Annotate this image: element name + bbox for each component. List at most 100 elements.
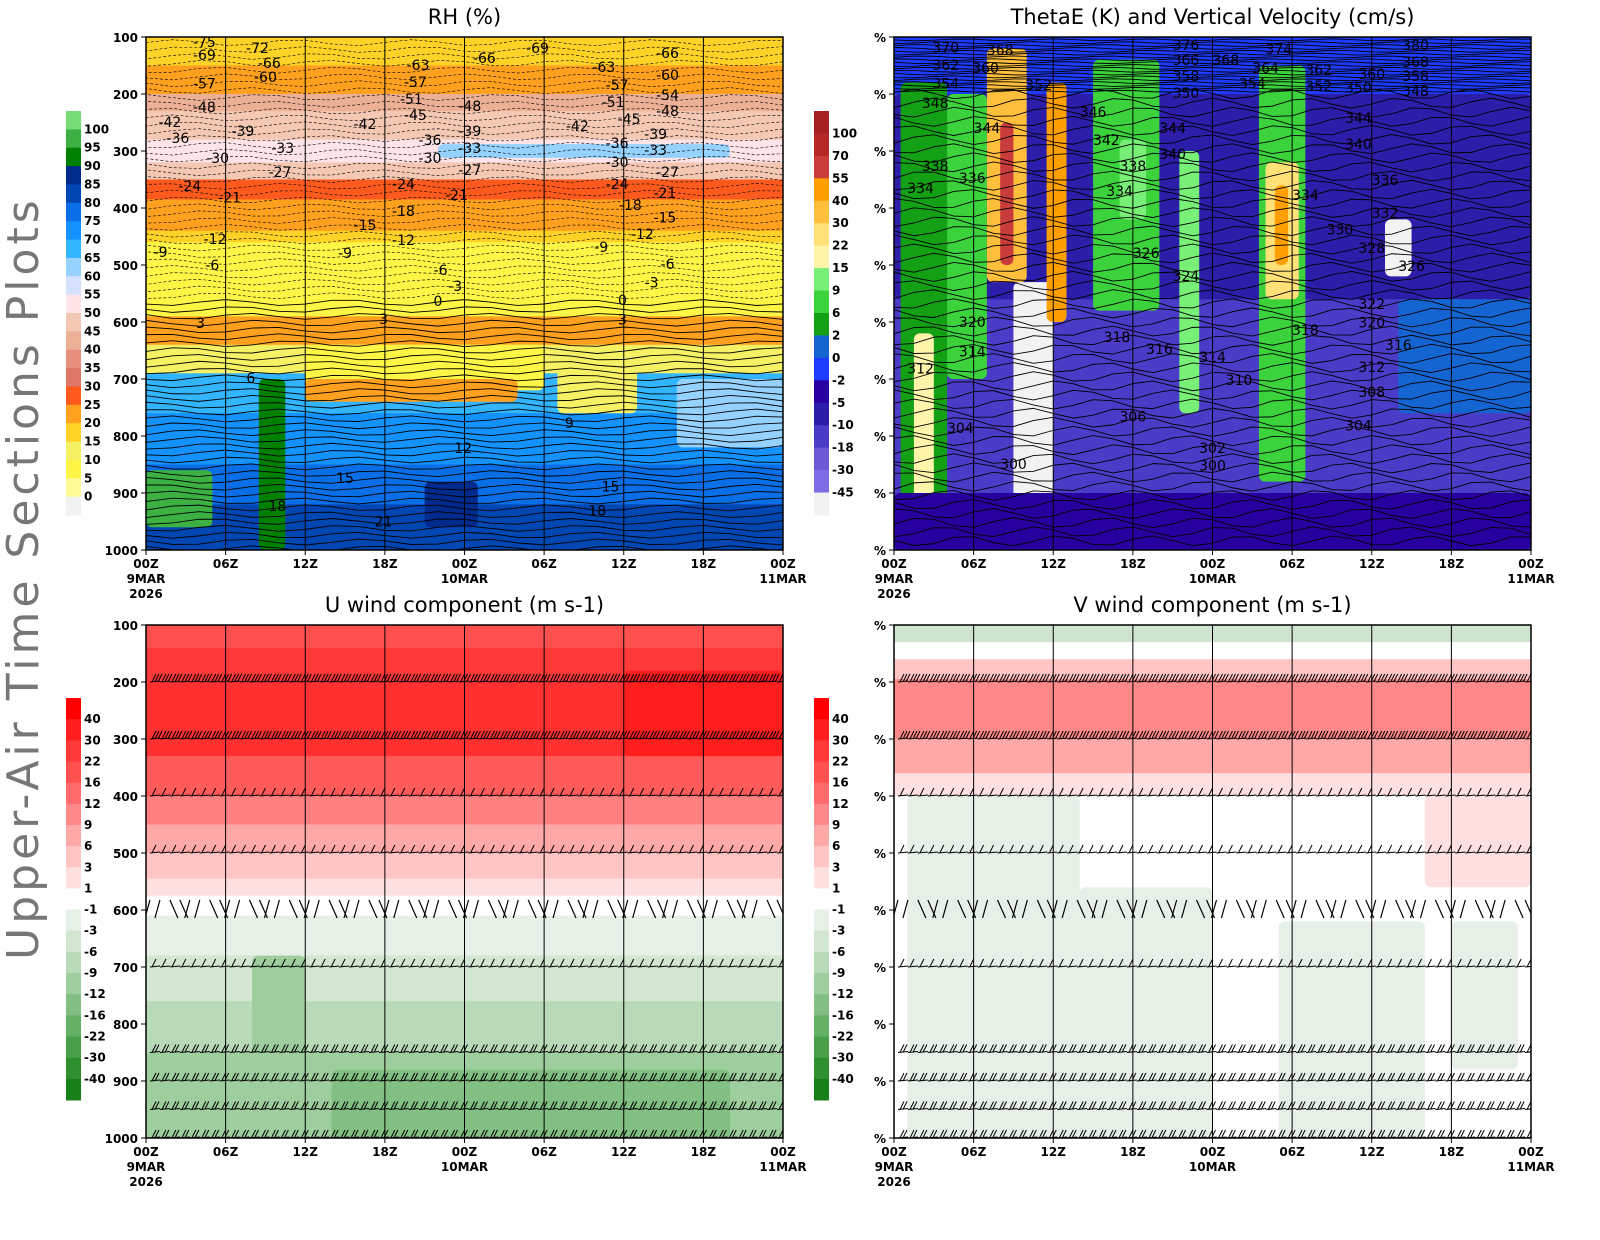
wind-barb-flag bbox=[333, 1072, 339, 1082]
wind-barb-flag bbox=[589, 1101, 595, 1110]
wind-barb-flag bbox=[682, 673, 687, 683]
wind-barb-flag bbox=[204, 1044, 210, 1053]
wind-barb-flag bbox=[768, 1129, 774, 1138]
colorbar-label: -10 bbox=[832, 418, 854, 432]
contour-line bbox=[146, 142, 783, 149]
wind-barb-flag bbox=[728, 844, 734, 854]
wind-barb-flag bbox=[320, 673, 326, 683]
wind-barb-flag bbox=[515, 673, 521, 683]
contour-line bbox=[894, 289, 1531, 301]
wind-barb-flag bbox=[659, 673, 665, 683]
wind-barb-flag bbox=[181, 673, 187, 683]
contour-label: 366 bbox=[1173, 53, 1200, 69]
wind-barb-flag bbox=[515, 730, 521, 740]
wind-barb-flag bbox=[1277, 787, 1283, 797]
wind-barb-flag bbox=[1188, 787, 1194, 797]
wind-barb-flag bbox=[632, 1044, 638, 1053]
wind-barb-flag bbox=[602, 730, 608, 740]
wind-barb-flag bbox=[1270, 730, 1276, 740]
plot-area bbox=[894, 625, 1531, 1138]
colorbar-label: 75 bbox=[84, 214, 101, 228]
wind-barb-flag bbox=[565, 673, 571, 683]
wind-barb-flag bbox=[612, 1072, 618, 1082]
wind-barb-flag bbox=[741, 1129, 747, 1138]
wind-barb-flag bbox=[231, 958, 237, 968]
wind-barb-flag bbox=[1128, 787, 1134, 797]
wind-barb-flag bbox=[1178, 673, 1184, 683]
wind-barb bbox=[927, 899, 937, 919]
wind-barb-flag bbox=[489, 1044, 495, 1053]
wind-barb-row bbox=[897, 787, 1531, 797]
x-tick-label: 18Z bbox=[1120, 1145, 1146, 1159]
wind-barb-flag bbox=[171, 730, 177, 740]
wind-barb-flag bbox=[333, 673, 339, 683]
contour-label: -39 bbox=[231, 124, 254, 140]
x-tick-label: 06Z bbox=[961, 557, 987, 571]
contour-line bbox=[146, 483, 783, 491]
colorbar-swatch bbox=[814, 492, 829, 516]
wind-barb-flag bbox=[1018, 1129, 1024, 1138]
wind-barb-flag bbox=[433, 1044, 439, 1053]
wind-barb-flag bbox=[211, 844, 217, 854]
wind-barb-flag bbox=[1071, 673, 1077, 683]
wind-barb-flag bbox=[741, 1072, 747, 1082]
wind-barb bbox=[329, 794, 340, 797]
wind-barb-flag bbox=[758, 673, 764, 683]
wind-barb-flag bbox=[1280, 730, 1286, 740]
wind-barb-flag bbox=[962, 1101, 968, 1110]
x-tick-label: 06Z bbox=[213, 1145, 239, 1159]
wind-barb-flag bbox=[1380, 673, 1386, 683]
wind-barb-flag bbox=[1377, 787, 1383, 797]
wind-barb-flag bbox=[476, 673, 481, 683]
wind-barb-flag bbox=[1028, 730, 1034, 740]
wind-barb-flag bbox=[460, 1101, 465, 1110]
contour-line bbox=[146, 367, 783, 375]
wind-barb-flag bbox=[1327, 1101, 1333, 1110]
wind-barb bbox=[457, 899, 468, 919]
wind-barb bbox=[398, 794, 409, 797]
wind-barb-flag bbox=[1138, 844, 1144, 854]
contour-label: -30 bbox=[206, 151, 229, 167]
wind-barb-flag bbox=[479, 673, 485, 683]
colorbar-swatch bbox=[66, 824, 81, 847]
contour-label: -39 bbox=[458, 124, 481, 140]
wind-barb-flag bbox=[741, 1101, 747, 1110]
wind-barb-flag bbox=[1440, 673, 1445, 683]
contour-line bbox=[146, 258, 783, 265]
wind-barb-flag bbox=[652, 1101, 658, 1110]
wind-barb-flag bbox=[509, 844, 515, 854]
colorbar-swatch bbox=[66, 202, 81, 222]
wind-barb-flag bbox=[912, 1129, 918, 1138]
wind-barb-flag bbox=[1178, 958, 1184, 968]
wind-barb-flag bbox=[1407, 730, 1413, 740]
wind-barb-flag bbox=[1486, 673, 1492, 683]
wind-barb bbox=[423, 899, 430, 919]
wind-barb-flag bbox=[430, 1101, 436, 1110]
wind-barb-flag bbox=[430, 1072, 436, 1082]
contour-label: 320 bbox=[959, 315, 986, 331]
wind-barb-flag bbox=[989, 1129, 995, 1138]
wind-barb-flag bbox=[410, 1044, 416, 1053]
x-tick-label: 00Z bbox=[133, 557, 159, 571]
wind-barb bbox=[398, 965, 409, 968]
wind-barb-flag bbox=[1420, 1072, 1425, 1082]
wind-barb-flag bbox=[470, 844, 475, 854]
wind-barb-flag bbox=[1387, 1129, 1393, 1138]
colorbar-label: 80 bbox=[84, 196, 101, 210]
colorbar-swatch bbox=[66, 184, 81, 204]
wind-barb-flag bbox=[1479, 1072, 1485, 1082]
wind-barb-flag bbox=[313, 673, 319, 683]
wind-barb-flag bbox=[426, 730, 432, 740]
wind-barb-flag bbox=[1061, 1101, 1067, 1110]
wind-barb-flag bbox=[1307, 1072, 1313, 1082]
wind-barb-flag bbox=[512, 673, 518, 683]
wind-barb-flag bbox=[453, 1072, 459, 1082]
wind-barb-flag bbox=[251, 958, 256, 968]
wind-barb-flag bbox=[1250, 1129, 1256, 1138]
colorbar-swatch bbox=[814, 335, 829, 359]
wind-barb-flag bbox=[1227, 673, 1233, 683]
date-label: 9MAR bbox=[127, 572, 166, 586]
wind-barb-flag bbox=[370, 1072, 376, 1082]
wind-barb-flag bbox=[1456, 1072, 1462, 1082]
wind-barb-flag bbox=[649, 844, 655, 854]
